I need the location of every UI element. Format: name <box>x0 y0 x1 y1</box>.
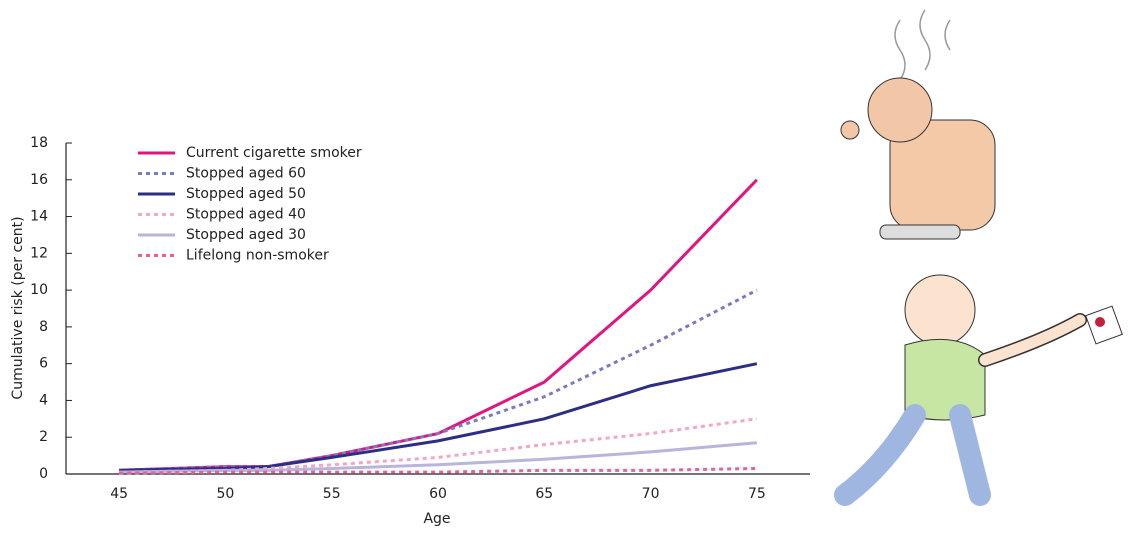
series-line <box>119 466 757 475</box>
y-tick-label: 18 <box>30 135 48 151</box>
legend-label: Stopped aged 40 <box>186 207 306 223</box>
y-tick-label: 2 <box>39 429 48 445</box>
series-line <box>119 178 758 472</box>
x-tick-label: 70 <box>642 486 660 502</box>
x-tick-label: 55 <box>323 486 341 502</box>
legend-label: Stopped aged 50 <box>186 186 306 202</box>
y-tick-label: 6 <box>39 356 48 372</box>
y-tick-label: 8 <box>39 319 48 335</box>
legend-label: Lifelong non-smoker <box>186 248 329 264</box>
x-tick-label: 75 <box>748 486 766 502</box>
x-tick-label: 60 <box>429 486 447 502</box>
y-tick-label: 0 <box>39 466 48 482</box>
y-tick-label: 14 <box>30 209 48 225</box>
y-axis-label: Cumulative risk (per cent) <box>10 216 26 399</box>
series-line <box>119 441 757 474</box>
legend-label: Stopped aged 30 <box>186 227 306 243</box>
quitter-illustration <box>834 274 1123 506</box>
legend-label: Stopped aged 60 <box>186 166 306 182</box>
y-tick-label: 12 <box>30 245 48 261</box>
x-axis-label: Age <box>423 511 450 527</box>
x-tick-label: 65 <box>535 486 553 502</box>
y-tick-label: 4 <box>39 392 48 408</box>
x-tick-label: 45 <box>110 486 128 502</box>
legend-label: Current cigarette smoker <box>186 145 362 161</box>
x-tick-label: 50 <box>217 486 235 502</box>
y-tick-label: 16 <box>30 172 48 188</box>
series-line <box>119 288 758 472</box>
smoker-illustration <box>840 9 996 240</box>
series-line <box>119 362 758 472</box>
y-tick-label: 10 <box>30 282 48 298</box>
